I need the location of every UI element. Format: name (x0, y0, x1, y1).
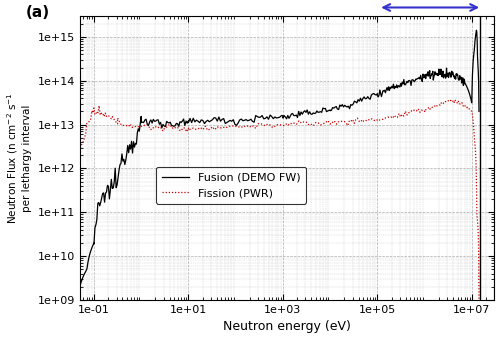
Fission (PWR) (450, 100, 456, 104)
Y-axis label: Neutron Flux (n cm$^{-2}$ s$^{-1}$
per lethargy interval: Neutron Flux (n cm$^{-2}$ s$^{-1}$ per l… (6, 92, 32, 224)
Fusion (DEMO FW) (140, 120, 145, 124)
Fission (PWR) (378, 117, 384, 121)
Fission (PWR) (452, 98, 458, 102)
Fission (PWR) (315, 121, 321, 125)
Fusion (DEMO FW) (474, 28, 480, 32)
Legend: Fusion (DEMO FW), Fission (PWR): Fusion (DEMO FW), Fission (PWR) (156, 167, 306, 204)
Fission (PWR) (476, 298, 482, 302)
Fusion (DEMO FW) (88, 247, 94, 251)
Fission (PWR) (448, 98, 454, 102)
Fusion (DEMO FW) (436, 69, 442, 73)
Line: Fusion (DEMO FW): Fusion (DEMO FW) (78, 30, 479, 300)
X-axis label: Neutron energy (eV): Neutron energy (eV) (223, 320, 351, 334)
Line: Fission (PWR): Fission (PWR) (78, 100, 479, 300)
Fission (PWR) (120, 123, 126, 127)
Fusion (DEMO FW) (234, 123, 239, 127)
Fission (PWR) (358, 120, 364, 124)
Fusion (DEMO FW) (150, 117, 156, 121)
Fusion (DEMO FW) (476, 109, 482, 114)
Fusion (DEMO FW) (186, 120, 192, 124)
Fusion (DEMO FW) (74, 298, 80, 302)
Text: (a): (a) (26, 5, 50, 20)
Fission (PWR) (74, 167, 80, 172)
